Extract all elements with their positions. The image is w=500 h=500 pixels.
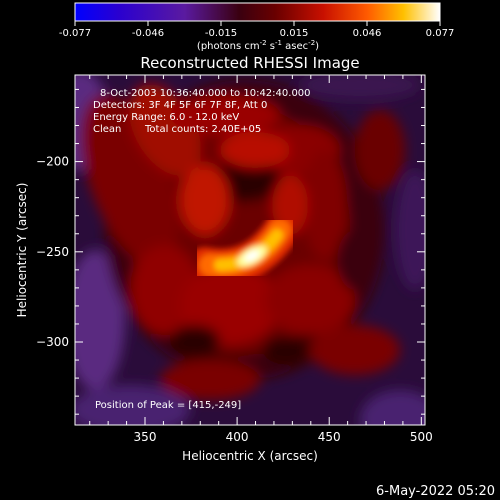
colorbar-unit-label: (photons cm-2 s-1 asec-2) [197,39,319,52]
y-tick-label: −200 [36,155,69,169]
plot-frame [74,74,426,426]
colorbar-tick-label: 0.046 [353,28,382,39]
colorbar-tick-labels: -0.077 -0.046 -0.015 0.015 0.046 0.077 [59,28,454,39]
colorbar [74,2,441,22]
colorbar-tick-label: -0.015 [205,28,237,39]
colorbar-ticks [74,21,441,26]
chart-title: Reconstructed RHESSI Image [140,54,359,72]
annotation-energy: Energy Range: 6.0 - 12.0 keV [93,112,239,123]
colorbar-tick-label: -0.077 [59,28,91,39]
annotation-peak-position: Position of Peak = [415,-249] [95,400,241,411]
x-tick-label: 350 [134,430,157,444]
annotation-detectors: Detectors: 3F 4F 5F 6F 7F 8F, Att 0 [93,100,267,111]
annotations: 8-Oct-2003 10:36:40.000 to 10:42:40.000 … [93,88,311,411]
colorbar-tick-label: 0.015 [280,28,309,39]
x-tick-label: 450 [318,430,341,444]
colorbar-tick-label: 0.077 [426,28,455,39]
x-tick-label: 500 [410,430,433,444]
tick-labels: 350 400 450 500 −200 −250 −300 [36,155,433,444]
y-axis-label: Heliocentric Y (arcsec) [15,183,29,318]
axis-ticks [75,75,425,425]
colorbar-tick-label: -0.046 [132,28,164,39]
y-tick-label: −250 [36,245,69,259]
annotation-clean: Clean [93,124,121,135]
heatmap-image [75,75,425,425]
footer-date: 6-May-2022 05:20 [376,484,495,499]
x-axis-label: Heliocentric X (arcsec) [182,449,318,463]
annotation-time-range: 8-Oct-2003 10:36:40.000 to 10:42:40.000 [100,88,311,99]
x-tick-label: 400 [226,430,249,444]
annotation-total-counts: Total counts: 2.40E+05 [144,124,261,135]
y-tick-label: −300 [36,335,69,349]
